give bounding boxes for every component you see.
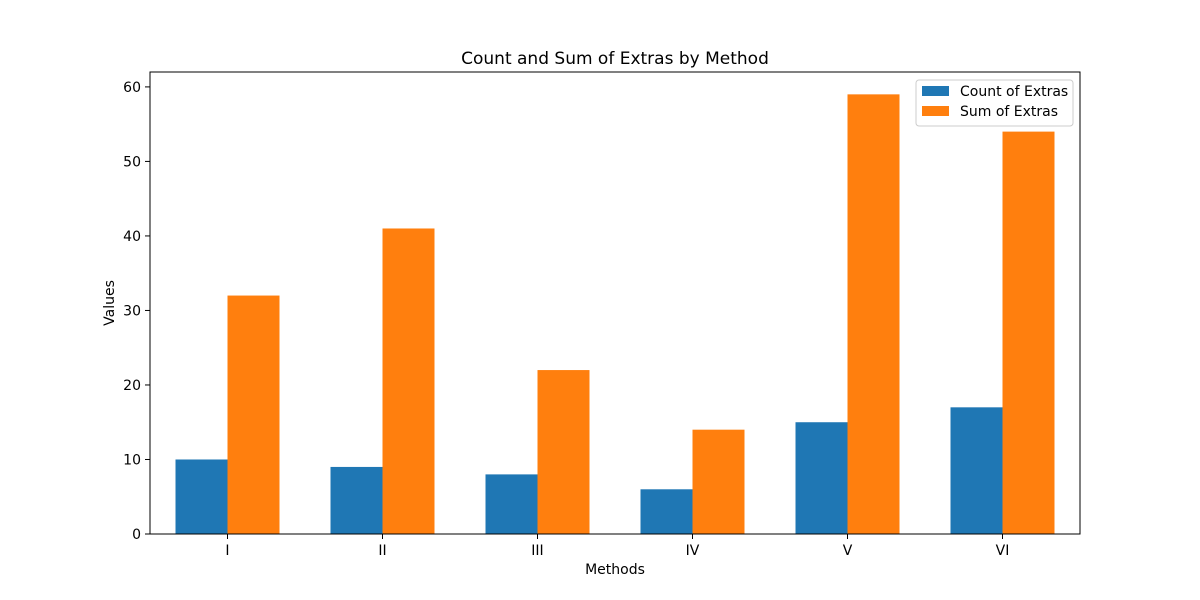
x-tick-label: IV xyxy=(686,543,700,559)
bar-sum-of-extras-IV xyxy=(692,429,745,534)
bar-count-of-extras-IV xyxy=(640,489,693,534)
bar-count-of-extras-V xyxy=(795,422,848,534)
x-axis-label: Methods xyxy=(585,562,645,578)
x-tick-label: V xyxy=(843,543,853,559)
y-tick-label: 0 xyxy=(132,527,141,543)
x-tick-label: I xyxy=(225,543,229,559)
legend-swatch xyxy=(922,86,949,96)
plot-frame xyxy=(149,71,1081,535)
bar-count-of-extras-III xyxy=(485,474,538,534)
bar-sum-of-extras-V xyxy=(847,94,900,535)
y-tick-label: 10 xyxy=(123,452,141,468)
bar-sum-of-extras-I xyxy=(227,295,280,534)
bar-count-of-extras-II xyxy=(330,466,383,534)
bar-sum-of-extras-VI xyxy=(1002,131,1055,534)
legend-label: Sum of Extras xyxy=(960,104,1058,120)
legend-box xyxy=(915,79,1074,127)
bar-sum-of-extras-III xyxy=(537,370,590,534)
x-tick-label: III xyxy=(531,543,543,559)
bars-layer xyxy=(175,94,1055,535)
bar-count-of-extras-VI xyxy=(950,407,1003,534)
y-tick-label: 60 xyxy=(123,80,141,96)
y-axis-label: Values xyxy=(102,280,118,326)
y-tick-label: 40 xyxy=(123,229,141,245)
legend-label: Count of Extras xyxy=(960,84,1068,100)
y-tick-label: 50 xyxy=(123,154,141,170)
bar-count-of-extras-I xyxy=(175,459,228,534)
y-tick-label: 30 xyxy=(123,303,141,319)
y-tick-label: 20 xyxy=(123,378,141,394)
x-axis: I II III IV V VI xyxy=(225,534,1009,559)
bar-sum-of-extras-II xyxy=(382,228,435,534)
legend-swatch xyxy=(922,106,949,116)
legend: Count of Extras Sum of Extras xyxy=(915,79,1074,127)
y-axis: 0 10 20 30 40 50 60 xyxy=(123,80,150,543)
x-tick-label: II xyxy=(378,543,386,559)
chart-title: Count and Sum of Extras by Method xyxy=(461,49,769,69)
x-tick-label: VI xyxy=(996,543,1010,559)
